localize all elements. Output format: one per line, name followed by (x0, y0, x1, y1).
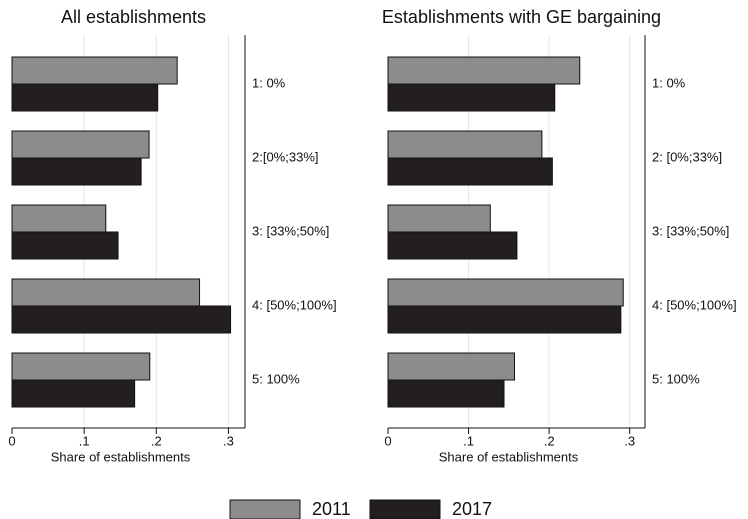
category-label: 5: 100% (252, 371, 300, 386)
bar (387, 231, 518, 260)
x-tick-label: .2 (544, 433, 555, 448)
bar (11, 379, 136, 408)
bar (11, 83, 159, 112)
bar (11, 305, 232, 334)
category-label: 2:[0%;33%] (252, 149, 319, 164)
x-tick-label: .3 (624, 433, 635, 448)
x-axis-title: Share of establishments (439, 449, 579, 464)
category-label: 3: [33%;50%] (652, 223, 729, 238)
legend-label: 2011 (312, 499, 351, 519)
bar (11, 231, 119, 260)
bar (387, 278, 624, 307)
category-label: 2: [0%;33%] (652, 149, 722, 164)
bar (387, 305, 622, 334)
bar (11, 204, 107, 233)
x-tick-label: .1 (463, 433, 474, 448)
x-tick-label: .2 (151, 433, 162, 448)
bar (11, 56, 178, 85)
bar (387, 83, 556, 112)
category-label: 3: [33%;50%] (252, 223, 329, 238)
x-axis-title: Share of establishments (51, 449, 191, 464)
bar (11, 278, 201, 307)
category-label: 4: [50%;100%] (652, 297, 737, 312)
bar (387, 130, 543, 159)
bar (387, 157, 553, 186)
bar (387, 352, 515, 381)
bar (11, 157, 142, 186)
bar (11, 130, 150, 159)
x-tick-label: .1 (79, 433, 90, 448)
legend-swatch (229, 499, 301, 519)
panel-title: All establishments (61, 7, 206, 27)
category-label: 5: 100% (652, 371, 700, 386)
bar (387, 56, 581, 85)
category-label: 1: 0% (252, 75, 286, 90)
legend-label: 2017 (452, 499, 492, 519)
category-label: 1: 0% (652, 75, 686, 90)
category-label: 4: [50%;100%] (252, 297, 337, 312)
x-tick-label: 0 (8, 433, 15, 448)
legend-swatch (369, 499, 441, 519)
x-tick-label: .3 (223, 433, 234, 448)
x-tick-label: 0 (384, 433, 391, 448)
bar (11, 352, 151, 381)
bar (387, 379, 505, 408)
bar (387, 204, 491, 233)
panel-title: Establishments with GE bargaining (382, 7, 661, 27)
